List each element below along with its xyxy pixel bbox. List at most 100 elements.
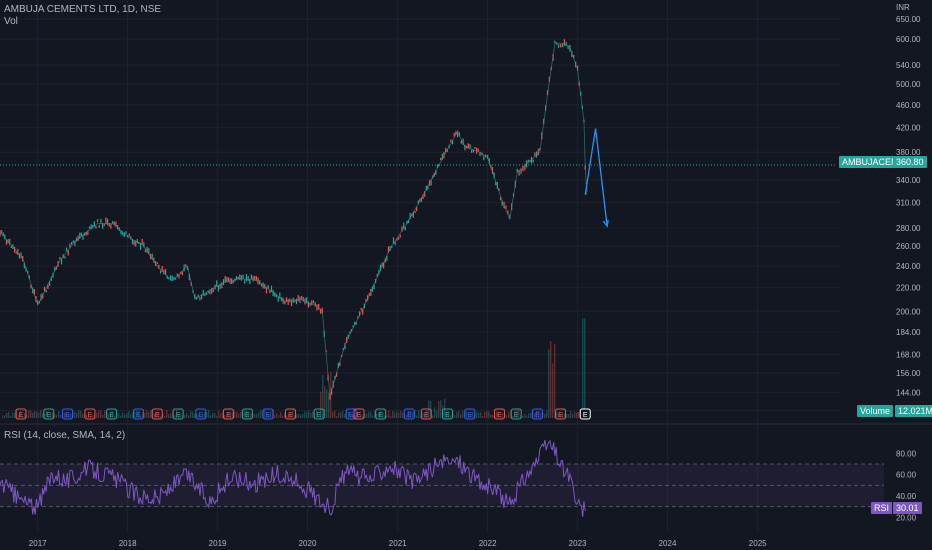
volume-bar xyxy=(300,415,302,418)
volume-bar xyxy=(530,412,532,418)
volume-bar xyxy=(334,410,336,418)
volume-bar xyxy=(582,318,584,418)
volume-bar xyxy=(18,415,20,418)
volume-bar xyxy=(26,415,28,418)
volume-bar xyxy=(554,343,556,418)
volume-bar xyxy=(522,415,524,418)
earnings-marker-label: E xyxy=(109,412,114,419)
volume-bar xyxy=(236,412,238,418)
price-tick-label: 420.00 xyxy=(896,123,921,132)
volume-bar xyxy=(92,415,94,418)
volume-bar xyxy=(354,415,356,418)
rsi-indicator-title[interactable]: RSI (14, close, SMA, 14, 2) xyxy=(4,430,126,441)
volume-bar xyxy=(398,412,400,418)
volume-bar xyxy=(270,411,272,418)
earnings-marker xyxy=(531,408,543,420)
volume-bar xyxy=(296,414,298,418)
volume-bar xyxy=(384,415,386,418)
volume-bar xyxy=(98,410,100,418)
volume-bar xyxy=(316,410,318,418)
volume-bar xyxy=(572,413,574,418)
volume-bar xyxy=(80,410,82,418)
volume-bar xyxy=(556,412,558,418)
volume-bar xyxy=(312,411,314,418)
volume-bar xyxy=(274,415,276,418)
volume-bar xyxy=(24,413,26,418)
volume-bar xyxy=(550,341,552,418)
volume-bar xyxy=(456,411,458,418)
volume-bar xyxy=(130,414,132,418)
volume-bar xyxy=(104,410,106,418)
price-tick-label: 220.00 xyxy=(896,284,921,293)
volume-bar xyxy=(132,412,134,418)
volume-bar xyxy=(82,413,84,418)
price-tick-label: 200.00 xyxy=(896,307,921,316)
volume-bar xyxy=(396,411,398,418)
volume-bar xyxy=(114,415,116,418)
earnings-marker-label: E xyxy=(245,412,250,419)
volume-bar xyxy=(200,415,202,418)
volume-bar xyxy=(52,412,54,418)
volume-bar xyxy=(68,413,70,418)
volume-bar xyxy=(12,412,14,418)
volume-bar xyxy=(230,412,232,418)
volume-bar xyxy=(164,415,166,418)
earnings-marker xyxy=(262,408,274,420)
volume-bar xyxy=(278,415,280,418)
volume-bar xyxy=(318,415,320,418)
volume-bar xyxy=(2,415,4,418)
volume-bar xyxy=(282,415,284,418)
volume-bar xyxy=(340,412,342,418)
volume-bar xyxy=(358,415,360,418)
volume-bar xyxy=(388,410,390,418)
earnings-marker xyxy=(345,408,357,420)
volume-bar xyxy=(246,411,248,418)
volume-bar xyxy=(280,412,282,418)
volume-indicator-label[interactable]: Vol xyxy=(4,16,18,27)
volume-bar xyxy=(406,415,408,418)
volume-bar xyxy=(10,415,12,418)
earnings-marker-label: E xyxy=(46,412,51,419)
volume-bar xyxy=(516,410,518,418)
volume-bar xyxy=(508,411,510,418)
volume-bar xyxy=(228,412,230,418)
volume-bar xyxy=(470,413,472,418)
volume-bar xyxy=(444,398,446,418)
volume-bar xyxy=(240,411,242,418)
volume-bar xyxy=(524,413,526,418)
volume-bar xyxy=(28,410,30,418)
volume-bar xyxy=(136,410,138,418)
volume-bar xyxy=(48,415,50,418)
volume-bar xyxy=(310,412,312,418)
price-tick-label: 380.00 xyxy=(896,148,921,157)
time-axis-label: 2022 xyxy=(479,539,497,548)
earnings-marker xyxy=(493,408,505,420)
volume-bar xyxy=(574,412,576,418)
volume-bar xyxy=(232,412,234,418)
volume-bar xyxy=(320,391,322,418)
earnings-marker-label: E xyxy=(288,412,293,419)
earnings-marker-label: E xyxy=(407,412,412,419)
volume-bar xyxy=(146,410,148,418)
price-tick-label: 650.00 xyxy=(896,15,921,24)
volume-bar xyxy=(90,415,92,418)
volume-bar xyxy=(120,415,122,418)
volume-bar xyxy=(100,410,102,418)
volume-bar xyxy=(54,414,56,418)
price-tick-label: 156.00 xyxy=(896,369,921,378)
earnings-marker-label: E xyxy=(65,412,70,419)
price-tick-label: 168.00 xyxy=(896,350,921,359)
earnings-marker-label: E xyxy=(378,412,383,419)
volume-bar xyxy=(86,414,88,418)
volume-bar xyxy=(286,415,288,418)
volume-bar xyxy=(338,412,340,418)
earnings-marker xyxy=(510,408,522,420)
rsi-tick-label: 40.00 xyxy=(896,492,917,501)
earnings-marker xyxy=(172,408,184,420)
volume-bar xyxy=(450,415,452,418)
volume-bar xyxy=(372,415,374,418)
price-tick-label: 184.00 xyxy=(896,328,921,337)
volume-bar xyxy=(382,412,384,418)
symbol-title[interactable]: AMBUJA CEMENTS LTD, 1D, NSE xyxy=(4,4,162,15)
